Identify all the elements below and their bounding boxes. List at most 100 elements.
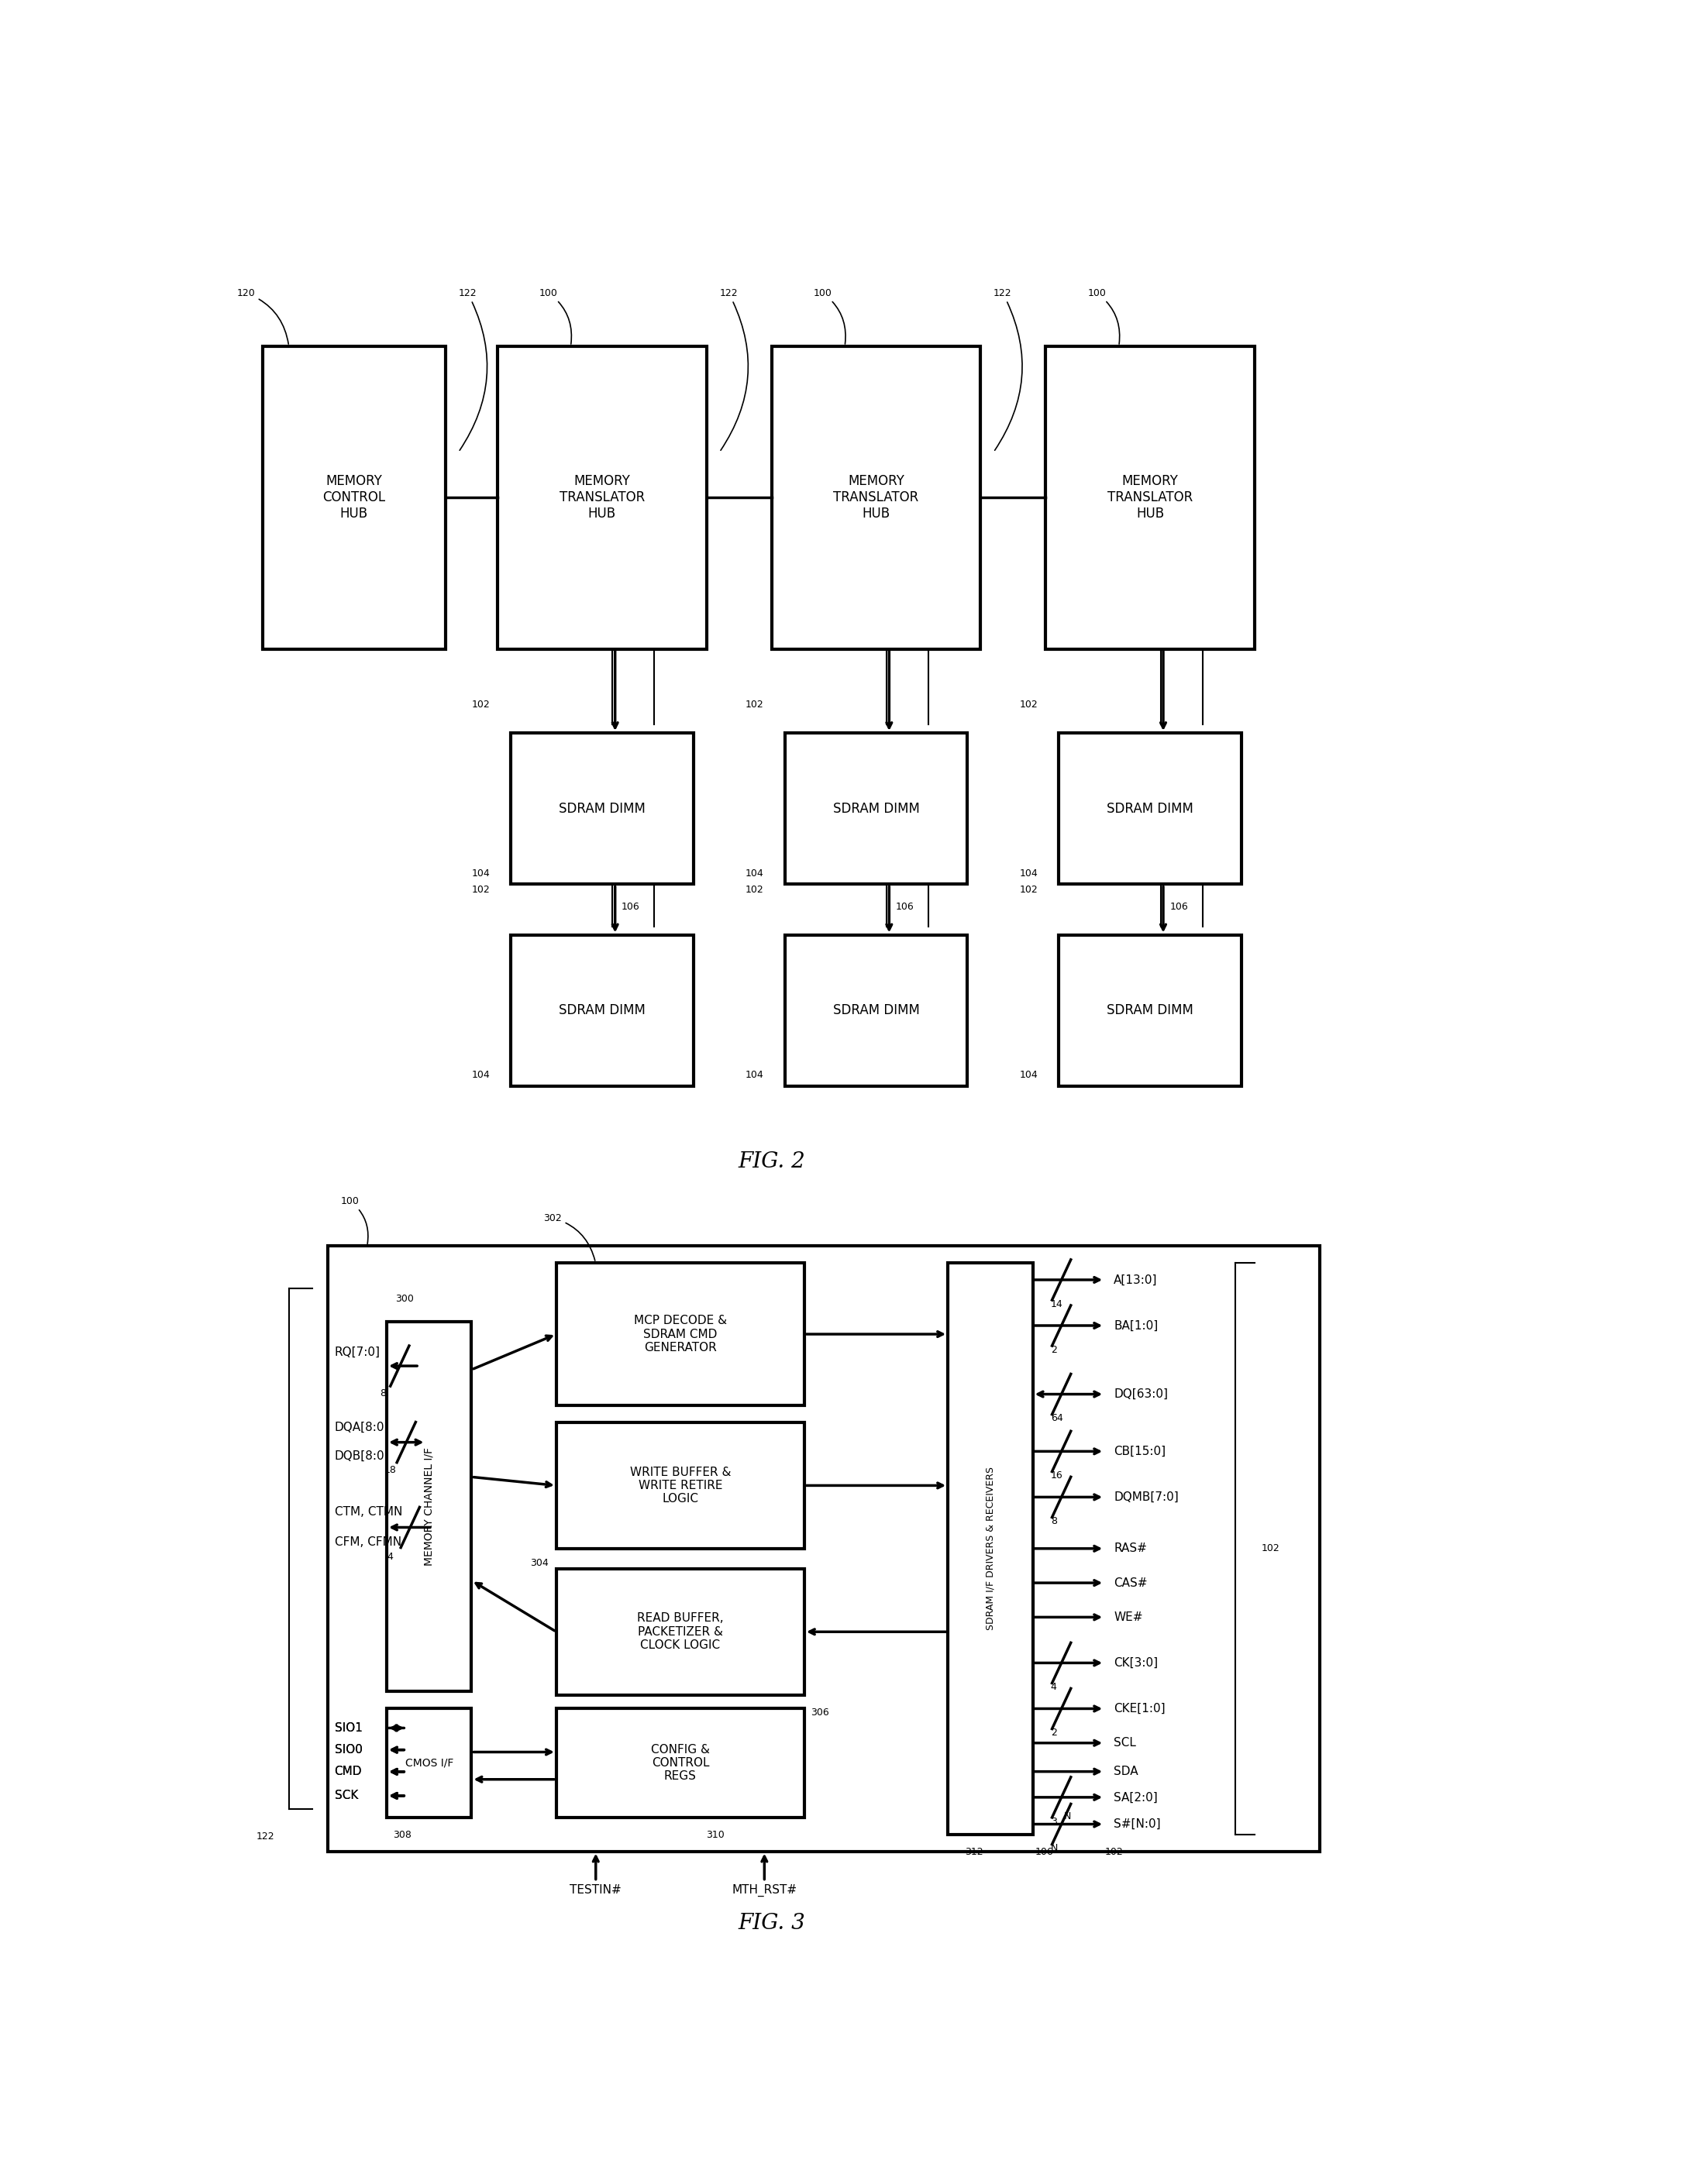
Bar: [387, 1321, 472, 1693]
Text: SDRAM DIMM: SDRAM DIMM: [834, 802, 919, 815]
Bar: [771, 347, 980, 649]
Text: S#[N:0]: S#[N:0]: [1113, 1819, 1160, 1830]
Text: DQMB[7:0]: DQMB[7:0]: [1113, 1492, 1179, 1503]
Text: READ BUFFER,
PACKETIZER &
CLOCK LOGIC: READ BUFFER, PACKETIZER & CLOCK LOGIC: [637, 1612, 724, 1651]
Text: 8: 8: [381, 1389, 386, 1398]
Bar: [556, 1708, 805, 1817]
Text: 18: 18: [384, 1465, 396, 1474]
Bar: [948, 1262, 1032, 1835]
Text: CONFIG &
CONTROL
REGS: CONFIG & CONTROL REGS: [652, 1743, 709, 1782]
Text: 3: 3: [1051, 1817, 1058, 1826]
Text: CKE[1:0]: CKE[1:0]: [1113, 1704, 1165, 1714]
Text: SDRAM DIMM: SDRAM DIMM: [1106, 802, 1194, 815]
Text: SIO1: SIO1: [335, 1723, 362, 1734]
Text: WRITE BUFFER &
WRITE RETIRE
LOGIC: WRITE BUFFER & WRITE RETIRE LOGIC: [630, 1465, 731, 1505]
Text: 106: 106: [621, 902, 640, 913]
Text: CMOS I/F: CMOS I/F: [404, 1758, 453, 1769]
Text: FIG. 3: FIG. 3: [738, 1913, 805, 1935]
Text: 306: 306: [812, 1708, 829, 1717]
Bar: [510, 734, 694, 885]
Text: 100: 100: [1088, 288, 1120, 345]
Text: 120: 120: [236, 288, 288, 345]
Text: SCK: SCK: [335, 1791, 359, 1802]
Text: 302: 302: [544, 1212, 594, 1260]
Text: N: N: [1051, 1843, 1058, 1854]
Text: SIO1: SIO1: [335, 1723, 362, 1734]
Text: MTH_RST#: MTH_RST#: [733, 1885, 797, 1896]
Text: 2: 2: [1051, 1728, 1058, 1738]
Text: 102: 102: [1105, 1848, 1123, 1856]
Text: 100: 100: [813, 288, 845, 345]
Text: SDRAM DIMM: SDRAM DIMM: [1106, 1002, 1194, 1018]
Text: 122: 122: [256, 1832, 274, 1841]
Text: TESTIN#: TESTIN#: [569, 1885, 621, 1896]
Text: MEMORY
TRANSLATOR
HUB: MEMORY TRANSLATOR HUB: [1108, 474, 1192, 520]
Text: CMD: CMD: [335, 1767, 362, 1778]
Text: 308: 308: [394, 1830, 411, 1841]
Text: CB[15:0]: CB[15:0]: [1113, 1446, 1165, 1457]
Text: 122: 122: [994, 288, 1022, 450]
Text: CTM, CTMN: CTM, CTMN: [335, 1507, 402, 1518]
Text: DQA[8:0]: DQA[8:0]: [335, 1422, 389, 1433]
Text: 100: 100: [539, 288, 571, 345]
Text: MEMORY
TRANSLATOR
HUB: MEMORY TRANSLATOR HUB: [834, 474, 919, 520]
Text: SA[2:0]: SA[2:0]: [1113, 1791, 1157, 1804]
Text: FIG. 2: FIG. 2: [738, 1151, 805, 1173]
Text: 8: 8: [1051, 1516, 1058, 1527]
Text: CMD: CMD: [335, 1767, 362, 1778]
Text: SIO0: SIO0: [335, 1745, 362, 1756]
Text: 300: 300: [396, 1293, 414, 1304]
Text: 14: 14: [1051, 1299, 1063, 1308]
Text: 106: 106: [1036, 1848, 1054, 1856]
Text: DQB[8:0]: DQB[8:0]: [335, 1450, 389, 1461]
Text: RQ[7:0]: RQ[7:0]: [335, 1348, 381, 1358]
Text: 104: 104: [472, 869, 490, 878]
Text: DQ[63:0]: DQ[63:0]: [1113, 1389, 1169, 1400]
Bar: [556, 1422, 805, 1548]
Text: 102: 102: [746, 885, 765, 895]
Text: 104: 104: [1021, 1070, 1037, 1081]
Text: 102: 102: [1021, 885, 1037, 895]
Text: 310: 310: [707, 1830, 724, 1841]
Bar: [387, 1708, 472, 1817]
Bar: [785, 734, 968, 885]
Text: SCK: SCK: [335, 1791, 359, 1802]
Bar: [785, 935, 968, 1085]
Text: 100: 100: [340, 1197, 369, 1243]
Bar: [263, 347, 445, 649]
Text: 2: 2: [1051, 1345, 1058, 1354]
Text: 102: 102: [746, 701, 765, 710]
Text: SDRAM I/F DRIVERS & RECEIVERS: SDRAM I/F DRIVERS & RECEIVERS: [985, 1468, 995, 1629]
Text: A[13:0]: A[13:0]: [1113, 1273, 1157, 1286]
Text: 102: 102: [472, 885, 490, 895]
Text: 312: 312: [965, 1848, 983, 1856]
Text: MEMORY
CONTROL
HUB: MEMORY CONTROL HUB: [323, 474, 386, 520]
Text: MEMORY
TRANSLATOR
HUB: MEMORY TRANSLATOR HUB: [559, 474, 645, 520]
Text: CFM, CFMN: CFM, CFMN: [335, 1538, 401, 1548]
Bar: [1059, 935, 1241, 1085]
Text: WE#: WE#: [1113, 1612, 1143, 1623]
Text: 104: 104: [746, 1070, 765, 1081]
Text: SIO0: SIO0: [335, 1745, 362, 1756]
Text: 102: 102: [472, 701, 490, 710]
Bar: [1046, 347, 1255, 649]
Text: BA[1:0]: BA[1:0]: [1113, 1319, 1159, 1332]
Text: 104: 104: [746, 869, 765, 878]
Bar: [498, 347, 707, 649]
Bar: [328, 1245, 1320, 1852]
Text: 102: 102: [1021, 701, 1037, 710]
Text: SDRAM DIMM: SDRAM DIMM: [559, 1002, 645, 1018]
Text: 106: 106: [1170, 902, 1189, 913]
Text: 122: 122: [719, 288, 748, 450]
Text: 4: 4: [387, 1551, 392, 1562]
Text: RAS#: RAS#: [1113, 1542, 1147, 1555]
Text: SDRAM DIMM: SDRAM DIMM: [834, 1002, 919, 1018]
Text: 122: 122: [458, 288, 487, 450]
Text: 304: 304: [530, 1557, 549, 1568]
Text: SDRAM DIMM: SDRAM DIMM: [559, 802, 645, 815]
Text: 106: 106: [896, 902, 914, 913]
Bar: [1059, 734, 1241, 885]
Text: N: N: [1064, 1811, 1071, 1821]
Text: 16: 16: [1051, 1470, 1063, 1481]
Text: SCL: SCL: [1113, 1736, 1137, 1749]
